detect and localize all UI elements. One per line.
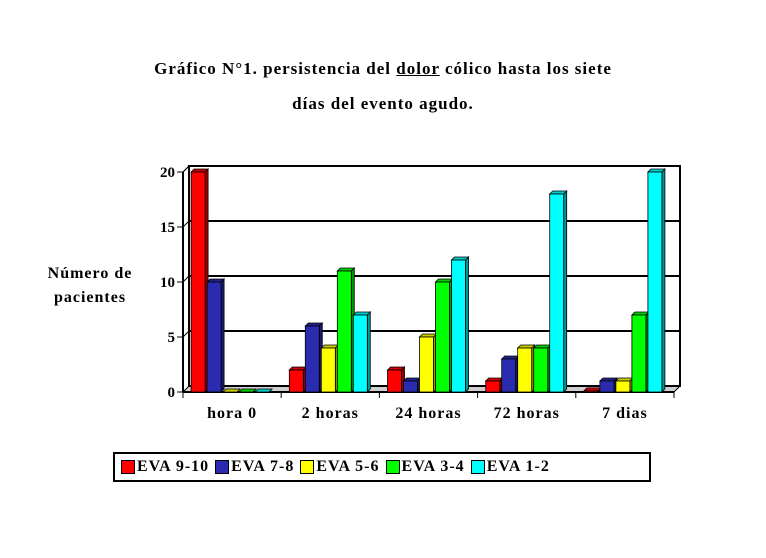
bar-eva-1-2-72-horas-top bbox=[548, 190, 568, 195]
bar-eva-5-6-2-horas-top bbox=[320, 344, 340, 349]
bar-eva-1-2-24-horas-side bbox=[465, 256, 469, 393]
plot-corner bbox=[182, 165, 190, 173]
x-tick-label: 24 horas bbox=[395, 405, 461, 422]
bar-eva-9-10-hora-0 bbox=[190, 171, 206, 393]
chart-title-line2: días del evento agudo. bbox=[292, 94, 474, 113]
bar-eva-5-6-2-horas bbox=[320, 347, 336, 393]
bar-eva-9-10-2-horas-top bbox=[288, 366, 308, 371]
bar-eva-1-2-24-horas-top bbox=[450, 256, 470, 261]
x-tick-label: 7 dias bbox=[602, 405, 648, 422]
bar-eva-7-8-hora-0-side bbox=[220, 278, 225, 393]
y-tick-label: 5 bbox=[168, 330, 176, 346]
legend-label: EVA 5-6 bbox=[316, 458, 380, 475]
legend-label: EVA 7-8 bbox=[231, 458, 295, 475]
legend-item: EVA 9-10 bbox=[121, 458, 209, 476]
bar-eva-9-10-hora-0-top bbox=[190, 168, 210, 173]
legend-label: EVA 9-10 bbox=[137, 458, 210, 475]
x-tick-label: 2 horas bbox=[302, 405, 359, 422]
bar-eva-1-2-hora-0-top bbox=[254, 388, 274, 393]
chart-title-prefix: Gráfico N°1. persistencia del bbox=[154, 59, 397, 78]
bar-eva-5-6-72-horas bbox=[517, 347, 533, 393]
bar-eva-7-8-7-dias bbox=[599, 380, 615, 393]
bar-eva-7-8-72-horas-top bbox=[500, 355, 520, 360]
bar-eva-7-8-24-horas bbox=[403, 380, 418, 393]
bar-eva-3-4-72-horas bbox=[533, 347, 549, 393]
bar-eva-7-8-2-horas bbox=[304, 325, 320, 393]
bar-eva-9-10-7-dias bbox=[583, 390, 599, 393]
bar-eva-3-4-2-horas bbox=[336, 270, 352, 393]
y-axis-label-line2: pacientes bbox=[53, 289, 127, 306]
legend-swatch bbox=[215, 460, 230, 474]
bar-eva-9-10-7-dias-top bbox=[582, 387, 602, 392]
legend-item: EVA 7-8 bbox=[215, 458, 294, 476]
bar-eva-3-4-2-horas-top bbox=[336, 267, 356, 272]
chart-legend: EVA 9-10 EVA 7-8 EVA 5-6 EVA 3-4 EVA 1-2 bbox=[113, 452, 651, 482]
y-tick-label: 20 bbox=[160, 165, 175, 181]
bar-eva-5-6-7-dias bbox=[615, 380, 631, 393]
legend-item: EVA 5-6 bbox=[300, 458, 379, 476]
bar-eva-1-2-2-horas bbox=[352, 314, 368, 393]
bar-eva-7-8-72-horas bbox=[501, 358, 517, 393]
legend-swatch bbox=[385, 460, 400, 474]
bar-eva-9-10-72-horas-top bbox=[484, 377, 504, 382]
bar-eva-3-4-7-dias bbox=[631, 314, 647, 393]
bar-eva-7-8-2-horas-top bbox=[304, 322, 324, 327]
y-axis-label-line1: Número de bbox=[47, 265, 133, 282]
y-axis-label: Número de pacientes bbox=[30, 262, 150, 310]
chart-title-underlined-word: dolor bbox=[396, 59, 440, 78]
bar-eva-1-2-7-dias bbox=[647, 171, 663, 393]
legend-label: EVA 3-4 bbox=[401, 458, 465, 475]
bar-eva-7-8-7-dias-top bbox=[598, 377, 618, 382]
legend-label: EVA 1-2 bbox=[486, 458, 550, 475]
bar-eva-1-2-72-horas-side bbox=[563, 190, 568, 393]
bar-eva-9-10-2-horas bbox=[288, 369, 304, 393]
bar-eva-5-6-24-horas bbox=[419, 336, 434, 393]
bar-eva-1-2-24-horas bbox=[451, 259, 466, 393]
bar-eva-1-2-2-horas-top bbox=[352, 311, 372, 316]
legend-item: EVA 1-2 bbox=[470, 458, 550, 476]
bar-eva-1-2-7-dias-side bbox=[661, 168, 666, 393]
bar-eva-5-6-hora-0-top bbox=[222, 388, 242, 393]
bar-eva-9-10-24-horas-top bbox=[386, 366, 406, 371]
bar-eva-7-8-hora-0 bbox=[206, 281, 222, 393]
chart-title-line1: Gráfico N°1. persistencia del dolor cóli… bbox=[0, 59, 766, 79]
bar-eva-3-4-24-horas-top bbox=[434, 278, 454, 283]
bar-eva-3-4-72-horas-top bbox=[532, 344, 552, 349]
bar-eva-5-6-7-dias-top bbox=[614, 377, 634, 382]
legend-swatch bbox=[470, 460, 485, 474]
bar-eva-3-4-7-dias-top bbox=[630, 311, 650, 316]
bar-eva-1-2-2-horas-side bbox=[366, 311, 371, 393]
legend-item: EVA 3-4 bbox=[385, 458, 465, 476]
bar-eva-7-8-hora-0-top bbox=[206, 278, 226, 283]
bar-eva-3-4-hora-0-top bbox=[238, 388, 258, 393]
bar-eva-3-4-24-horas bbox=[435, 281, 450, 393]
bar-eva-9-10-72-horas bbox=[485, 380, 501, 393]
bar-eva-1-2-7-dias-top bbox=[646, 168, 666, 173]
legend-swatch bbox=[121, 460, 135, 474]
chart-title-suffix: cólico hasta los siete bbox=[439, 59, 612, 78]
x-tick-label: hora 0 bbox=[207, 405, 257, 422]
bar-eva-1-2-72-horas bbox=[549, 193, 565, 393]
y-tick-label: 15 bbox=[160, 220, 175, 236]
bar-eva-5-6-24-horas-top bbox=[418, 333, 438, 338]
y-tick-label: 0 bbox=[168, 385, 176, 401]
bar-eva-5-6-72-horas-top bbox=[516, 344, 536, 349]
y-tick-label: 10 bbox=[160, 275, 175, 291]
bar-eva-9-10-24-horas bbox=[387, 369, 402, 393]
x-tick-label: 72 horas bbox=[494, 405, 560, 422]
bar-eva-7-8-24-horas-top bbox=[402, 377, 422, 382]
legend-swatch bbox=[300, 460, 315, 474]
